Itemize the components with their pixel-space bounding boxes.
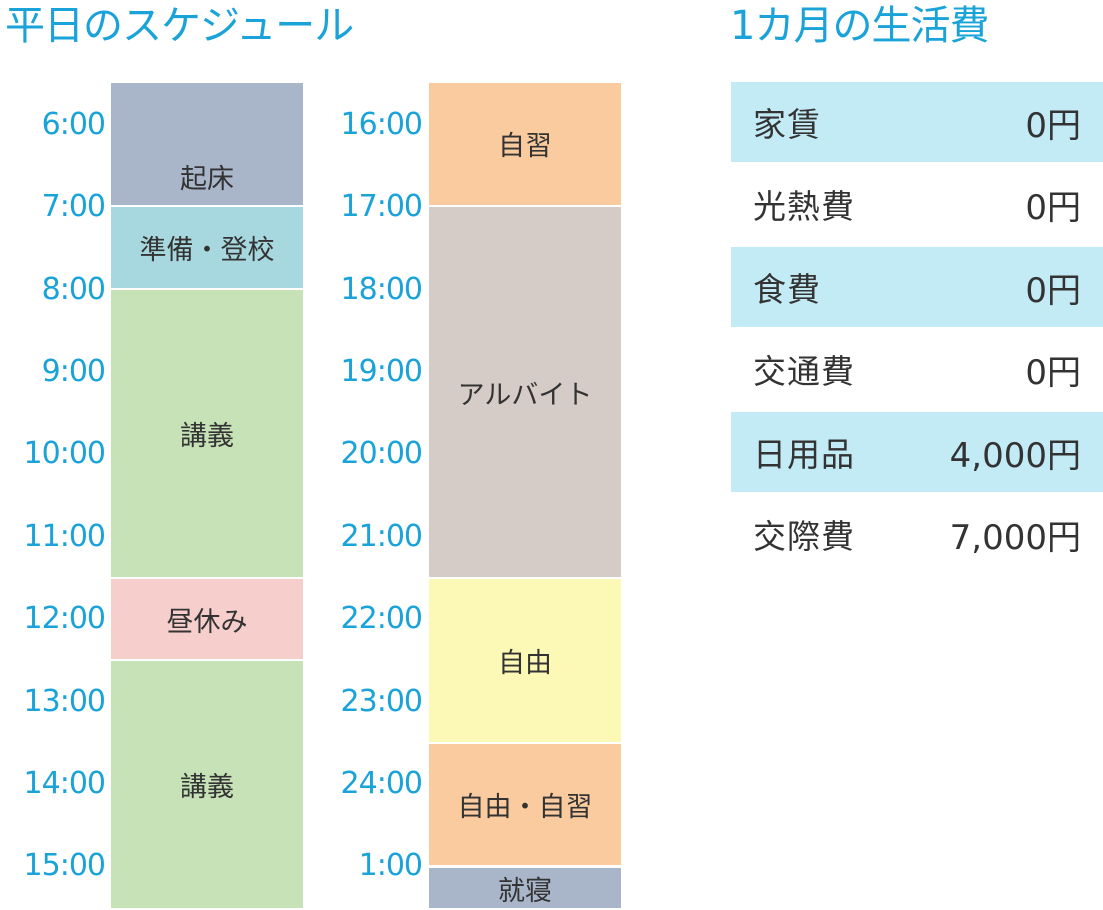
budget-item-amount: 4,000円 [949, 435, 1081, 476]
time-label: 8:00 [41, 272, 106, 307]
block-label: 講義 [180, 772, 234, 803]
budget-row-utilities: 光熱費 0円 [731, 164, 1103, 244]
time-label: 22:00 [340, 601, 423, 636]
schedule-block-free-study: 自由・自習 [429, 744, 621, 865]
block-label: 起床 [180, 163, 234, 195]
budget-item-label: 食費 [753, 270, 821, 309]
budget-row-rent: 家賃 0円 [731, 82, 1103, 162]
schedule-block-self-study: 自習 [429, 83, 621, 205]
schedule-title: 平日のスケジュール [5, 3, 354, 49]
schedule-block-wake-up: 起床 [111, 83, 303, 205]
budget-item-label: 日用品 [753, 435, 855, 474]
schedule-block-part-time-job: アルバイト [429, 207, 621, 577]
block-label: 昼休み [166, 606, 248, 638]
budget-row-food: 食費 0円 [731, 247, 1103, 327]
time-label: 13:00 [23, 684, 106, 719]
time-label: 11:00 [23, 519, 106, 554]
budget-row-transportation: 交通費 0円 [731, 329, 1103, 409]
time-label: 19:00 [340, 354, 423, 389]
time-label: 18:00 [340, 272, 423, 307]
block-label: アルバイト [457, 379, 593, 411]
time-label: 23:00 [340, 684, 423, 719]
schedule-block-free-time: 自由 [429, 579, 621, 742]
time-label: 10:00 [23, 436, 106, 471]
budget-item-amount: 0円 [1025, 270, 1081, 311]
budget-item-amount: 0円 [1025, 105, 1081, 146]
budget-item-amount: 0円 [1025, 187, 1081, 228]
budget-item-label: 光熱費 [753, 187, 855, 226]
block-label: 就寝 [498, 875, 552, 907]
schedule-block-lunch-break: 昼休み [111, 579, 303, 659]
time-label: 21:00 [340, 519, 423, 554]
time-label: 24:00 [340, 766, 423, 801]
time-label: 6:00 [41, 107, 106, 142]
time-label: 14:00 [23, 766, 106, 801]
time-label: 20:00 [340, 436, 423, 471]
block-label: 講義 [180, 421, 234, 452]
budget-row-daily-goods: 日用品 4,000円 [731, 412, 1103, 492]
schedule-block-sleep: 就寝 [429, 868, 621, 908]
time-label: 12:00 [23, 601, 106, 636]
time-label: 15:00 [23, 848, 106, 883]
time-label: 16:00 [340, 107, 423, 142]
block-label: 自由・自習 [457, 792, 593, 823]
budget-item-amount: 7,000円 [949, 517, 1081, 558]
budget-row-social: 交際費 7,000円 [731, 494, 1103, 574]
time-label: 7:00 [41, 189, 106, 224]
block-label: 自習 [498, 130, 552, 162]
budget-title: 1カ月の生活費 [730, 3, 989, 49]
time-label: 9:00 [41, 354, 106, 389]
time-label: 1:00 [358, 848, 423, 883]
budget-item-amount: 0円 [1025, 352, 1081, 393]
budget-item-label: 交通費 [753, 352, 855, 391]
schedule-block-lecture-morning: 講義 [111, 290, 303, 577]
budget-item-label: 交際費 [753, 517, 855, 556]
schedule-block-prepare-commute: 準備・登校 [111, 207, 303, 288]
block-label: 準備・登校 [139, 235, 275, 266]
time-label: 17:00 [340, 189, 423, 224]
budget-item-label: 家賃 [753, 105, 821, 144]
schedule-block-lecture-afternoon: 講義 [111, 661, 303, 908]
block-label: 自由 [498, 648, 552, 679]
